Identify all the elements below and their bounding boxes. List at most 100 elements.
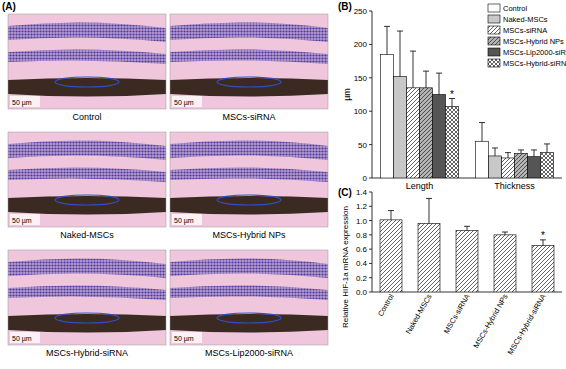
y-tick-label: 1.0 xyxy=(356,217,368,226)
bar xyxy=(418,223,440,292)
y-axis-label: Relative HIF-1a mRNA expression xyxy=(341,206,350,328)
significance: * xyxy=(541,230,545,241)
scale-bar: 50 µm xyxy=(12,99,32,107)
error-bar xyxy=(426,198,432,223)
inner-nuclear-layer xyxy=(8,285,166,300)
error-bar xyxy=(492,148,498,156)
y-tick-label: 250 xyxy=(354,7,368,16)
y-tick-label: 0.4 xyxy=(356,259,368,268)
y-tick xyxy=(369,178,372,179)
pigment-layer xyxy=(170,78,328,97)
figure: (A)50 µmControl50 µmMSCs-siRNA50 µmNaked… xyxy=(0,0,566,369)
histology-image: 50 µm xyxy=(8,250,166,345)
bar xyxy=(380,220,402,292)
histology-image: 50 µm xyxy=(170,250,328,345)
error-bar xyxy=(518,150,524,153)
error-bar xyxy=(436,73,442,94)
error-bar xyxy=(505,153,511,158)
legend-swatch xyxy=(488,48,500,56)
y-tick xyxy=(369,277,372,278)
image-frame xyxy=(8,132,166,227)
y-tick xyxy=(369,77,372,78)
lesion-outline xyxy=(55,195,119,205)
x-tick-label: Naked-MSCs xyxy=(404,292,434,335)
y-tick-label: 200 xyxy=(354,40,368,49)
y-tick-label: 150 xyxy=(354,74,368,83)
bar xyxy=(532,246,554,292)
bar xyxy=(456,231,478,292)
lesion-outline xyxy=(217,77,281,87)
scale-bar-bg xyxy=(10,96,40,107)
y-tick xyxy=(369,11,372,12)
panel-label: (C) xyxy=(338,187,352,198)
x-tick-label: Thickness xyxy=(494,181,535,191)
y-tick xyxy=(369,206,372,207)
image-frame xyxy=(170,132,328,227)
y-tick-label: 0.8 xyxy=(356,231,368,240)
error-bar xyxy=(531,150,537,157)
error-bar xyxy=(544,144,550,153)
scale-bar: 50 µm xyxy=(12,217,32,225)
legend-label: MSCs-Hybrid NPs xyxy=(503,37,564,46)
scale-bar: 50 µm xyxy=(174,217,194,225)
pigment-layer xyxy=(8,196,166,215)
scale-bar: 50 µm xyxy=(12,335,32,343)
error-bar xyxy=(410,51,416,88)
tissue xyxy=(8,250,166,345)
legend-label: MSCs-Hybrid-siRNA xyxy=(503,59,566,68)
legend-label: MSCs-Lip2000-siRNA xyxy=(503,48,566,57)
image-frame xyxy=(170,250,328,345)
bar xyxy=(515,153,528,178)
lesion-outline xyxy=(217,313,281,323)
outer-nuclear-layer xyxy=(8,140,166,160)
pigment-layer xyxy=(170,314,328,333)
histology-image: 50 µm xyxy=(170,132,328,227)
bar xyxy=(489,156,502,178)
y-tick-label: 0.0 xyxy=(356,288,368,297)
y-tick xyxy=(369,292,372,293)
error-bar xyxy=(464,226,470,230)
plot-area xyxy=(380,198,554,292)
legend-swatch xyxy=(488,37,500,45)
outer-nuclear-layer xyxy=(8,22,166,42)
tissue xyxy=(170,14,328,109)
inner-nuclear-layer xyxy=(8,167,166,182)
histology-image: 50 µm xyxy=(8,14,166,109)
outer-nuclear-layer xyxy=(8,258,166,278)
image-content xyxy=(8,250,166,345)
image-content xyxy=(170,14,328,109)
lesion-outline xyxy=(55,313,119,323)
image-frame xyxy=(170,14,328,109)
outer-nuclear-layer xyxy=(170,22,328,42)
bar xyxy=(394,76,407,178)
tissue xyxy=(170,250,328,345)
error-bar xyxy=(502,232,508,235)
bar xyxy=(381,54,394,178)
bar xyxy=(541,153,554,178)
error-bar xyxy=(423,71,429,88)
y-tick xyxy=(369,144,372,145)
outer-nuclear-layer xyxy=(170,140,328,160)
legend-swatch xyxy=(488,26,500,34)
y-tick-label: 1.2 xyxy=(356,202,368,211)
legend-swatch xyxy=(488,15,500,23)
image-content xyxy=(8,132,166,227)
error-bar xyxy=(397,31,403,76)
pigment-layer xyxy=(8,314,166,333)
bar xyxy=(528,157,541,178)
lesion-outline xyxy=(217,195,281,205)
image-content xyxy=(170,132,328,227)
lesion-outline xyxy=(55,77,119,87)
x-tick-label: MSCs-siRNA xyxy=(442,293,472,336)
scale-bar-bg xyxy=(10,332,40,343)
pigment-layer xyxy=(8,78,166,97)
bar xyxy=(476,141,489,178)
legend-label: Naked-MSCs xyxy=(503,15,548,24)
image-content xyxy=(170,250,328,345)
y-axis xyxy=(372,11,373,178)
inner-nuclear-layer xyxy=(8,49,166,64)
y-tick xyxy=(369,111,372,112)
inner-nuclear-layer xyxy=(170,285,328,300)
y-tick-label: 50 xyxy=(358,141,367,150)
tissue xyxy=(8,14,166,109)
